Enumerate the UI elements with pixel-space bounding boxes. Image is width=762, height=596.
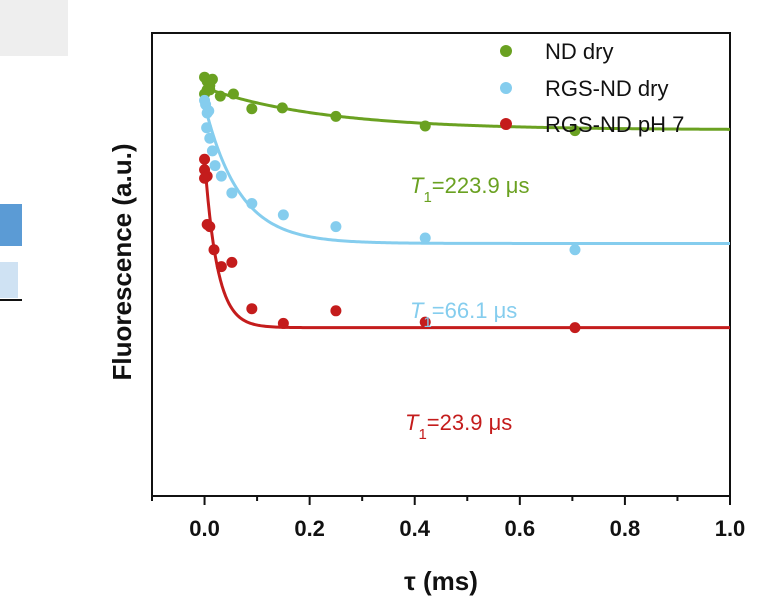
- data-point: [569, 322, 581, 334]
- data-point: [204, 221, 216, 233]
- data-point: [569, 244, 581, 256]
- t1-annotation: T1=23.9 μs: [405, 410, 512, 443]
- x-tick-label: 0.0: [189, 516, 220, 541]
- plot-frame: [151, 32, 731, 497]
- legend-marker: [500, 45, 512, 57]
- data-point: [215, 170, 227, 182]
- t1-annotation: T1=223.9 μs: [410, 173, 530, 206]
- fit-curve: [204, 86, 731, 131]
- data-point: [206, 145, 218, 157]
- data-point: [214, 90, 226, 102]
- data-point: [226, 256, 238, 268]
- t1-annotations: T1=223.9 μs T1=66.1 μs T1=23.9 μs: [405, 173, 530, 443]
- data-point: [330, 221, 342, 233]
- x-tick-label: 0.6: [505, 516, 536, 541]
- legend: ND dry RGS-ND dry RGS-ND pH 7: [500, 39, 684, 137]
- x-tick-label: 0.4: [399, 516, 430, 541]
- data-point: [246, 197, 258, 209]
- y-axis-title: Fluorescence (a.u.): [107, 144, 137, 381]
- data-point: [204, 132, 216, 144]
- data-point: [419, 120, 431, 132]
- x-tick-label: 0.2: [294, 516, 325, 541]
- legend-label: ND dry: [545, 39, 613, 64]
- x-axis-title: τ (ms): [404, 566, 478, 596]
- left-crop-fragment-lightblue: [0, 262, 18, 298]
- data-point: [203, 105, 215, 117]
- data-point: [569, 125, 581, 137]
- x-axis-ticks: [151, 496, 731, 505]
- x-axis-tick-labels: 0.0 0.2 0.4 0.6 0.8 1.0: [189, 516, 745, 541]
- fit-curve: [203, 159, 730, 330]
- x-tick-label: 1.0: [715, 516, 746, 541]
- data-point: [276, 102, 288, 114]
- data-point: [206, 73, 218, 85]
- data-point: [419, 316, 431, 328]
- data-point: [277, 317, 289, 329]
- data-point: [199, 153, 211, 165]
- t1-annotation: T1=66.1 μs: [410, 298, 517, 331]
- data-point: [227, 88, 239, 100]
- data-point: [419, 232, 431, 244]
- fit-curve: [203, 104, 730, 245]
- x-tick-label: 0.8: [610, 516, 641, 541]
- fit-curves: [203, 86, 731, 330]
- data-point: [330, 305, 342, 317]
- data-point: [209, 160, 221, 172]
- legend-marker: [500, 82, 512, 94]
- data-points: [199, 71, 581, 334]
- data-point: [226, 187, 238, 199]
- data-point: [330, 110, 342, 122]
- data-point: [201, 122, 213, 134]
- legend-label: RGS-ND pH 7: [545, 112, 684, 137]
- data-point: [215, 261, 227, 273]
- data-point: [208, 244, 220, 256]
- legend-marker: [500, 118, 512, 130]
- data-point: [204, 84, 216, 96]
- data-point: [277, 209, 289, 221]
- left-crop-fragment-top: [0, 0, 68, 56]
- left-crop-fragment-blue: [0, 204, 22, 246]
- data-point: [246, 303, 258, 315]
- data-point: [199, 172, 211, 184]
- legend-label: RGS-ND dry: [545, 76, 668, 101]
- data-point: [246, 103, 258, 115]
